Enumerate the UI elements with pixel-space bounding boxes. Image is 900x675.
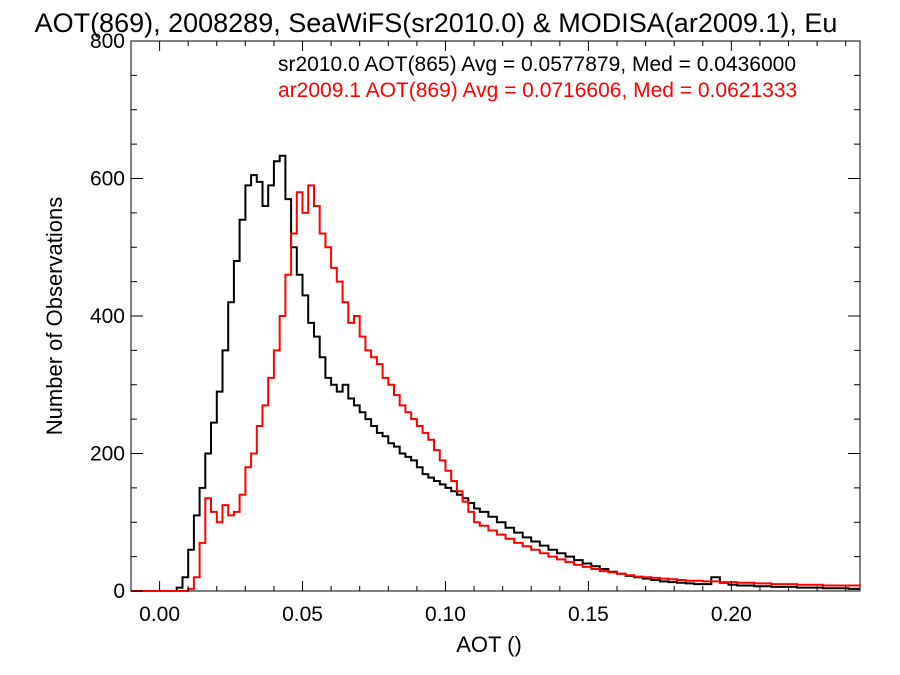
x-tick-label: 0.10	[425, 603, 466, 626]
y-tick-label: 400	[90, 305, 125, 328]
y-tick-label: 600	[90, 168, 125, 191]
chart-title: AOT(869), 2008289, SeaWiFS(sr2010.0) & M…	[35, 8, 838, 38]
series-layer	[131, 154, 861, 592]
x-tick-label: 0.20	[711, 603, 752, 626]
ticks-layer: 0.00 0.05 0.10 0.15 0.20 0 200 400 600 800	[90, 30, 860, 626]
x-tick-label: 0.05	[282, 603, 323, 626]
y-tick-label: 800	[90, 30, 125, 53]
x-axis-label: AOT ()	[456, 632, 522, 657]
series-line-1	[131, 184, 861, 592]
x-tick-label: 0.15	[568, 603, 609, 626]
legend-entry-sr2010: sr2010.0 AOT(865) Avg = 0.0577879, Med =…	[278, 53, 796, 76]
y-tick-label: 200	[90, 443, 125, 466]
x-tick-label: 0.00	[139, 603, 180, 626]
series-line-0	[131, 154, 860, 592]
legend-entry-ar2009: ar2009.1 AOT(869) Avg = 0.0716606, Med =…	[278, 79, 797, 102]
y-axis-label: Number of Observations	[42, 197, 67, 435]
y-tick-label: 0	[113, 580, 125, 603]
